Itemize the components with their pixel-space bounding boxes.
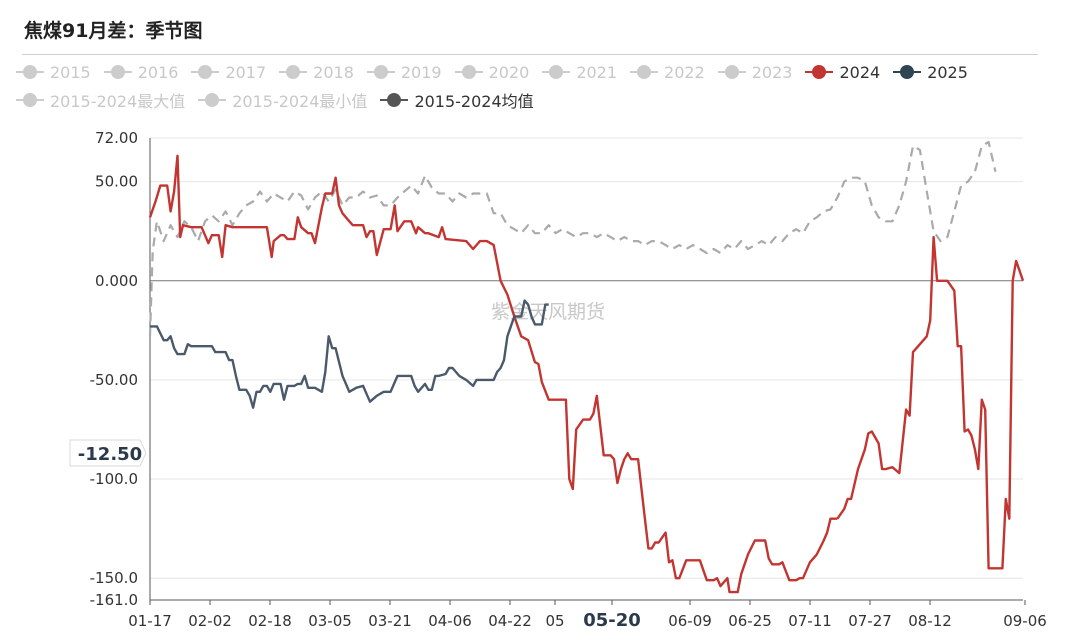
x-tick-label: 07-11: [788, 612, 832, 630]
title-divider: [22, 54, 1038, 55]
legend-marker-icon: [198, 93, 227, 107]
legend-marker-icon: [893, 65, 922, 79]
x-tick-label: 04-22: [488, 612, 532, 630]
x-tick-label: 06-25: [728, 612, 772, 630]
x-tick-label: 01-17: [128, 612, 172, 630]
legend-marker-icon: [366, 65, 395, 79]
legend-label: 2016: [137, 62, 179, 82]
series-line-2024b: [836, 235, 1025, 570]
legend-item-2025[interactable]: 2025: [893, 63, 968, 82]
legend-label: 2023: [751, 62, 793, 82]
x-tick-label: 03-05: [308, 612, 352, 630]
legend-item-2015[interactable]: 2015: [16, 63, 91, 82]
legend-item-2020[interactable]: 2020: [454, 62, 530, 82]
legend-item-2018[interactable]: 2018: [279, 63, 354, 82]
legend-label: 2025: [927, 62, 968, 82]
legend-label: 2018: [313, 62, 354, 82]
x-tick-label: 09-06: [1003, 612, 1047, 630]
axis-pointer-label: -12.50: [69, 439, 147, 467]
legend-item-2017[interactable]: 2017: [191, 63, 266, 82]
chart-legend: 2015 2016 2017 2018 2019 2020 2021 2022 2023 2024…: [16, 58, 1066, 114]
y-tick-label: 72.00: [95, 129, 138, 147]
legend-item-2022[interactable]: 2022: [630, 63, 705, 82]
series-line-2024: [148, 154, 838, 594]
axis-pointer-value: -12.50: [78, 444, 142, 465]
legend-item-2023[interactable]: 2023: [717, 62, 793, 82]
legend-label: 2019: [400, 62, 442, 82]
legend-item-2016[interactable]: 2016: [103, 62, 179, 82]
legend-label: 2015-2024最小值: [232, 92, 368, 111]
x-tick-label: 03-21: [368, 612, 412, 630]
legend-item-2015-2024最大值[interactable]: 2015-2024最大值: [16, 88, 185, 112]
legend-marker-icon: [279, 65, 308, 79]
x-tick-label: 02-18: [248, 612, 292, 630]
legend-marker-icon: [16, 93, 44, 107]
y-tick-label: -161.0: [90, 591, 138, 609]
x-tick-label: 02-02: [188, 612, 232, 630]
legend-label: 2021: [576, 62, 618, 82]
legend-row: 2015-2024最大值 2015-2024最小值 2015-2024均值: [16, 86, 1066, 114]
y-tick-label: -100.0: [90, 470, 138, 488]
x-tick-label: 07-27: [848, 612, 892, 630]
legend-marker-icon: [103, 65, 132, 79]
legend-row: 2015 2016 2017 2018 2019 2020 2021 2022 2023 2024…: [16, 58, 1066, 86]
x-tick-label: 06-09: [668, 612, 712, 630]
legend-item-2021[interactable]: 2021: [542, 63, 617, 82]
chart-title: 焦煤91月差：季节图: [24, 20, 203, 42]
legend-label: 2024: [839, 62, 881, 82]
x-tick-label: 04-06: [428, 612, 472, 630]
legend-marker-icon: [191, 65, 220, 79]
y-tick-label: -150.0: [90, 569, 138, 587]
legend-marker-icon: [805, 65, 834, 79]
legend-label: 2020: [488, 62, 530, 82]
x-tick-label: 05-20: [583, 610, 641, 631]
legend-label: 2015-2024最大值: [50, 92, 186, 111]
legend-item-2024[interactable]: 2024: [805, 63, 880, 82]
axis-pointer-box: [69, 439, 147, 467]
legend-marker-icon: [717, 65, 746, 79]
y-tick-label: 0.000: [95, 272, 138, 290]
x-tick-label: 05: [545, 612, 564, 630]
legend-item-2019[interactable]: 2019: [366, 62, 442, 82]
legend-marker-icon: [16, 65, 44, 79]
y-tick-label: -50.00: [90, 371, 138, 389]
series-line-20152024: [148, 140, 997, 337]
legend-item-2015-2024最小值[interactable]: 2015-2024最小值: [198, 88, 367, 112]
legend-marker-icon: [630, 65, 659, 79]
legend-label: 2017: [225, 62, 267, 82]
legend-label: 2015: [50, 62, 91, 82]
x-tick-label: 08-12: [908, 612, 952, 630]
y-tick-label: 50.00: [95, 173, 138, 191]
legend-item-2015-2024均值[interactable]: 2015-2024均值: [380, 88, 534, 112]
legend-marker-icon: [542, 65, 571, 79]
legend-label: 2022: [664, 62, 705, 82]
series-line-2025: [150, 299, 549, 409]
legend-marker-icon: [380, 93, 409, 107]
legend-marker-icon: [454, 65, 483, 79]
legend-label: 2015-2024均值: [414, 92, 534, 111]
